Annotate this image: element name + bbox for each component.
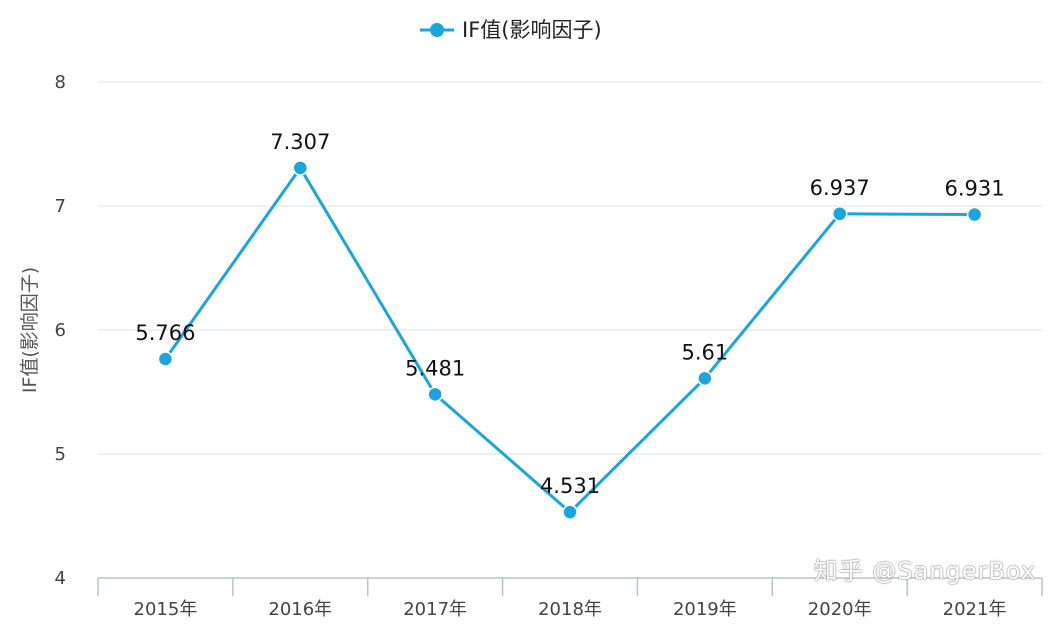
y-axis-ticks: 4 5 6 7 8 [55,72,66,589]
legend-marker-swatch [430,23,444,37]
y-tick-label: 4 [55,568,66,589]
legend[interactable]: IF值(影响因子) [420,18,602,42]
x-tick-label: 2019年 [673,599,737,620]
x-tick-label: 2020年 [808,599,872,620]
series-line-group [164,166,975,514]
data-point[interactable] [831,206,848,222]
data-label: 5.766 [135,321,195,345]
data-point[interactable] [292,160,309,176]
x-tick-label: 2018年 [538,599,602,620]
data-points [157,160,983,520]
data-label: 5.481 [405,356,465,380]
x-tick-label: 2015年 [134,599,198,620]
x-axis-ticks: 2015年 2016年 2017年 2018年 2019年 2020年 2021年 [134,599,1007,620]
x-tick-label: 2017年 [403,599,467,620]
y-tick-label: 7 [55,196,66,217]
data-point[interactable] [157,351,174,367]
data-point[interactable] [697,370,713,387]
data-point[interactable] [562,504,578,520]
data-label: 4.531 [540,474,600,498]
data-labels: 5.766 7.307 5.481 4.531 5.61 6.937 6.931 [135,130,1004,498]
data-label: 6.937 [810,176,870,200]
data-label: 7.307 [270,130,330,154]
legend-label: IF值(影响因子) [462,18,602,42]
data-point[interactable] [427,386,443,403]
data-label: 5.61 [681,340,728,364]
y-axis-label-group: IF值(影响因子) [19,267,41,393]
y-tick-label: 8 [55,72,66,93]
y-tick-label: 5 [55,444,66,465]
y-axis-label: IF值(影响因子) [19,267,41,393]
x-axis [97,577,1043,596]
gridlines [98,81,1042,455]
watermark: 知乎 @SangerBox [813,557,1036,585]
data-label: 6.931 [945,177,1005,201]
x-tick-label: 2021年 [943,599,1007,620]
y-tick-label: 6 [55,320,66,341]
x-tick-label: 2016年 [268,599,332,620]
series-line [164,166,975,514]
data-point[interactable] [966,206,983,223]
